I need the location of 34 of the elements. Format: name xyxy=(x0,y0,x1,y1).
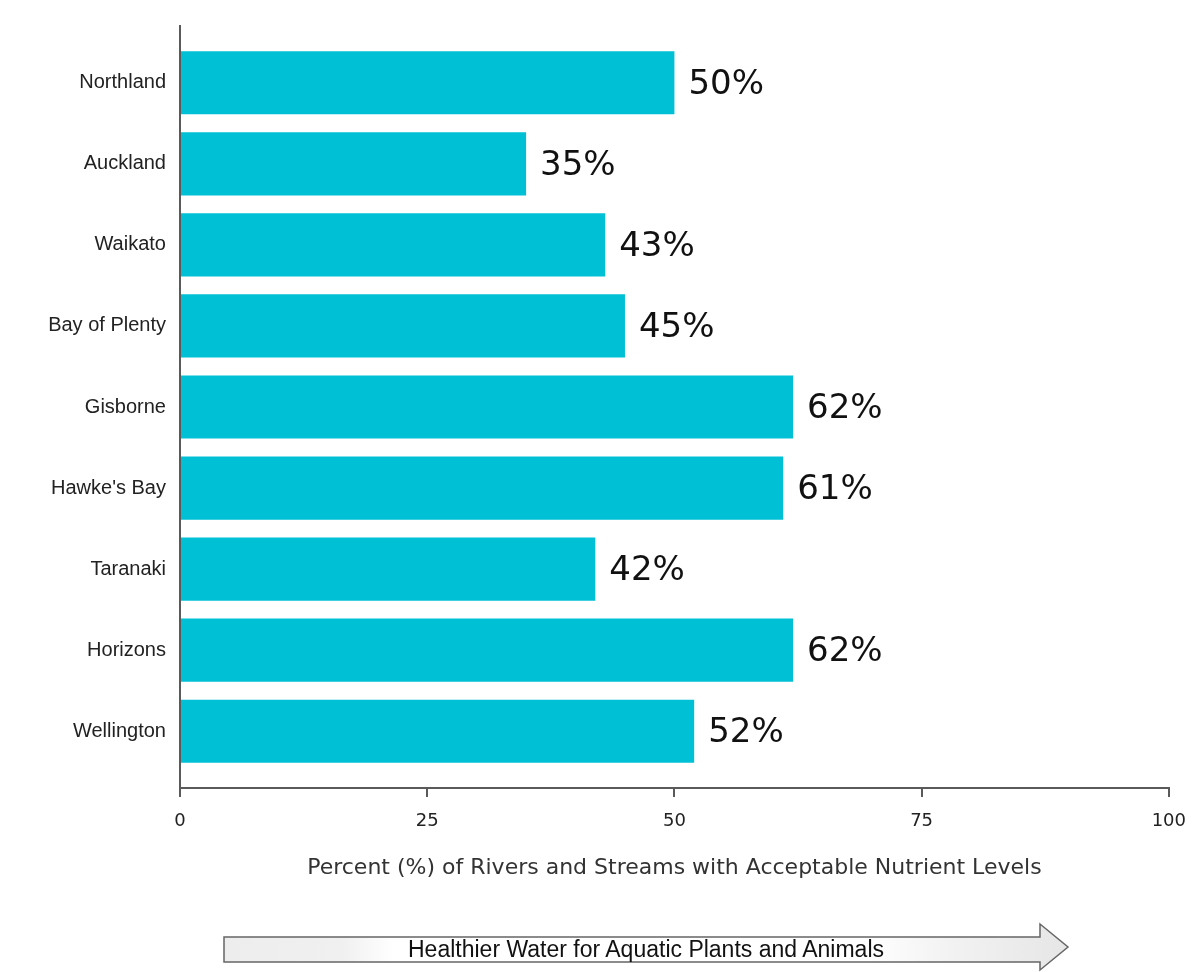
bar xyxy=(181,618,794,682)
bar xyxy=(181,699,695,763)
y-tick-label: Waikato xyxy=(94,232,166,255)
y-tick-label: Horizons xyxy=(87,637,166,660)
data-label: 62% xyxy=(807,385,883,426)
y-tick-label: Gisborne xyxy=(84,394,166,417)
text: Healthier Water for Aquatic Plants and Animals xyxy=(408,936,884,962)
data-label: 43% xyxy=(619,223,695,264)
y-tick-label: Wellington xyxy=(72,718,166,741)
x-tick-label: 0 xyxy=(174,809,186,831)
data-label: 52% xyxy=(708,710,784,751)
y-tick-label: Auckland xyxy=(83,151,166,174)
y-tick-label: Hawke's Bay xyxy=(51,475,166,498)
data-label: 62% xyxy=(807,629,883,670)
x-tick-label: 25 xyxy=(415,809,439,831)
bar xyxy=(181,132,527,196)
x-axis-title: Percent (%) of Rivers and Streams with Acceptable Nutrient Levels xyxy=(307,853,1042,879)
data-label: 61% xyxy=(797,466,873,507)
bar xyxy=(181,537,596,601)
bar xyxy=(181,51,675,115)
data-label: 45% xyxy=(638,304,715,345)
x-tick-label: 50 xyxy=(662,809,686,831)
data-label: 42% xyxy=(609,547,685,588)
bar xyxy=(181,213,606,277)
y-tick-label: Northland xyxy=(79,70,166,93)
bar xyxy=(181,456,784,520)
bar xyxy=(181,294,625,358)
data-label: 50% xyxy=(688,61,764,102)
x-tick-label: 100 xyxy=(1151,809,1186,831)
y-tick-label: Taranaki xyxy=(90,556,166,579)
y-tick-label: Bay of Plenty xyxy=(48,313,166,336)
bar xyxy=(181,375,794,439)
x-tick-label: 75 xyxy=(910,809,934,831)
data-label: 35% xyxy=(540,142,616,183)
